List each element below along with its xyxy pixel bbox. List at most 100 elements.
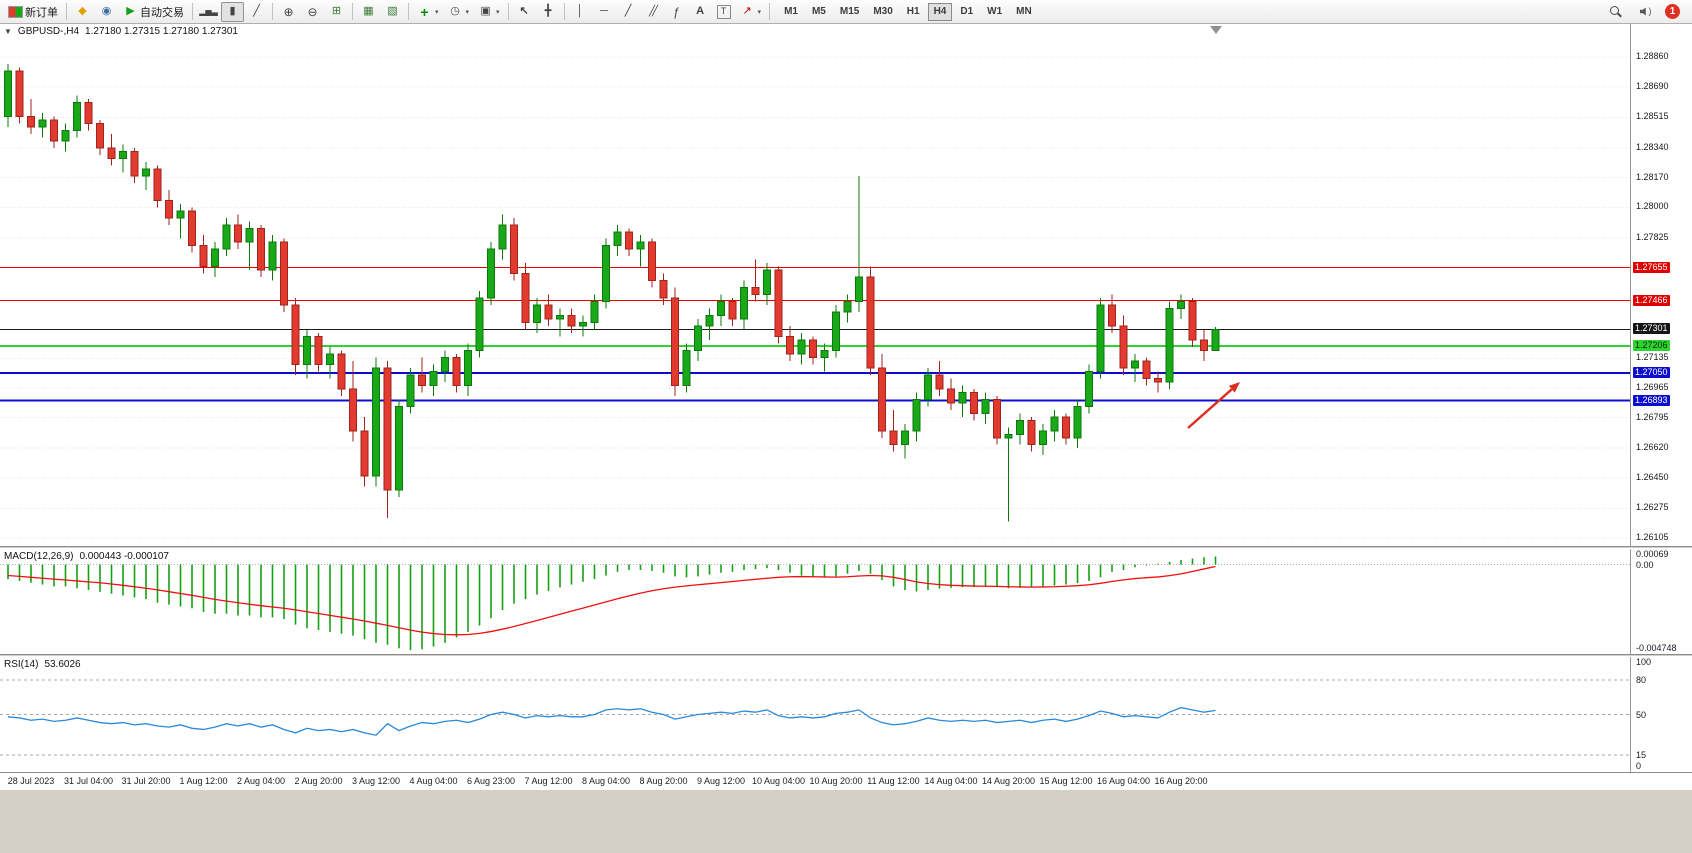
autotrading-button[interactable]: ▶ 自动交易 xyxy=(119,2,188,22)
toolbar-separator xyxy=(507,3,509,20)
channel-icon: ╱╱ xyxy=(649,5,658,17)
time-axis[interactable]: 28 Jul 2023 31 Jul 04:00 31 Jul 20:00 1 Aug… xyxy=(0,772,1692,790)
axis-label: 0 xyxy=(1636,761,1642,771)
axis-label: 100 xyxy=(1636,657,1652,667)
toolbar-separator xyxy=(769,3,771,20)
alerts-button[interactable] xyxy=(1634,2,1657,22)
axis-label: 1.26620 xyxy=(1636,442,1669,453)
timeframe-mn-button[interactable]: MN xyxy=(1010,3,1038,21)
tile-windows-button[interactable]: ⊞ xyxy=(325,2,348,22)
vline-icon: │ xyxy=(576,5,584,17)
time-axis-label: 31 Jul 20:00 xyxy=(121,776,171,786)
notification-badge[interactable]: 1 xyxy=(1665,4,1680,19)
zoom-in-icon: ⊕ xyxy=(283,4,294,19)
toolbar: 新订单 ◆ ◉ ▶ 自动交易 ▂▅▃ ▮ ╱ ⊕ ⊖ ⊞ ▦ ▧ + ▾ ◷ ▾ ▣ ▾ ↖ ╋ │ ─ ╱ ╱╱ ƒ A T ↗ ▾ M… xyxy=(0,0,1692,24)
rsi-value: 53.6026 xyxy=(44,659,81,670)
cascade-button[interactable]: ▧ xyxy=(381,2,404,22)
toolbar-separator xyxy=(408,3,409,20)
templates-button[interactable]: ▣ ▾ xyxy=(474,2,504,22)
axis-label: 1.27301 xyxy=(1633,323,1670,335)
time-axis-label: 9 Aug 12:00 xyxy=(696,776,746,786)
rsi-axis[interactable]: 100 80 50 15 0 xyxy=(1630,657,1692,772)
timeframe-m15-button[interactable]: M15 xyxy=(834,3,865,21)
timeframe-toolbar: M1 M5 M15 M30 H1 H4 D1 W1 MN xyxy=(777,2,1039,21)
dropdown-caret-icon: ▾ xyxy=(465,8,470,16)
zoom-out-button[interactable]: ⊖ xyxy=(301,2,324,22)
toolbar-separator xyxy=(272,3,273,20)
text-icon: A xyxy=(696,5,705,17)
macd-values: 0.000443 -0.000107 xyxy=(79,551,169,562)
chart-candles-button[interactable]: ▮ xyxy=(221,1,244,22)
axis-label: 1.26795 xyxy=(1636,411,1669,422)
time-axis-label: 2 Aug 04:00 xyxy=(236,776,286,786)
timeframe-d1-button[interactable]: D1 xyxy=(954,3,979,21)
axis-label: 1.26275 xyxy=(1636,502,1669,513)
time-axis-label: 4 Aug 04:00 xyxy=(409,776,458,786)
trendline-button[interactable]: ╱ xyxy=(617,2,640,22)
chart-bars-button[interactable]: ▂▅▃ xyxy=(197,2,220,22)
periods-button[interactable]: ◷ ▾ xyxy=(444,2,474,22)
axis-label: 1.27466 xyxy=(1633,294,1670,306)
axis-label: 1.28860 xyxy=(1636,51,1669,62)
time-axis-label: 6 Aug 23:00 xyxy=(466,776,516,786)
crosshair-button[interactable]: ╋ xyxy=(537,2,560,22)
fibonacci-button[interactable]: ƒ xyxy=(665,2,688,22)
axis-label: 1.27206 xyxy=(1633,339,1670,351)
toolbar-separator xyxy=(352,3,353,20)
collapse-arrow-icon[interactable]: ▼ xyxy=(4,27,12,36)
symbol-search-button[interactable] xyxy=(1605,2,1626,22)
label-icon: T xyxy=(716,4,731,19)
price-plot[interactable] xyxy=(0,24,1630,546)
autotrading-icon: ▶ xyxy=(126,5,135,17)
arrows-button[interactable]: ↗ ▾ xyxy=(736,2,766,22)
timeframe-h4-button[interactable]: H4 xyxy=(927,2,953,21)
macd-plot[interactable] xyxy=(0,549,1630,654)
macd-panel: 0.00069 0.00 -0.004748 MACD(12,26,9) 0.000… xyxy=(0,549,1692,654)
macd-label: MACD(12,26,9) 0.000443 -0.000107 xyxy=(4,551,169,562)
time-axis-label: 11 Aug 12:00 xyxy=(867,776,920,786)
time-axis-label: 15 Aug 12:00 xyxy=(1039,776,1093,786)
label-button[interactable]: T xyxy=(713,2,735,22)
timeframe-m30-button[interactable]: M30 xyxy=(867,3,898,21)
new-chart-button[interactable]: ◆ xyxy=(71,2,94,22)
chart-line-button[interactable]: ╱ xyxy=(245,2,268,22)
timeframe-h1-button[interactable]: H1 xyxy=(901,3,926,21)
auto-arrange-button[interactable]: ▦ xyxy=(357,2,380,22)
timeframe-m5-button[interactable]: M5 xyxy=(806,3,832,21)
panel-splitter[interactable] xyxy=(0,654,1692,657)
axis-label: 1.28170 xyxy=(1636,171,1669,182)
indicators-button[interactable]: + ▾ xyxy=(413,2,443,22)
axis-label: 1.28515 xyxy=(1636,111,1669,122)
dropdown-caret-icon: ▾ xyxy=(435,8,439,16)
hline-button[interactable]: ─ xyxy=(593,2,616,22)
new-order-button-label: 新订单 xyxy=(25,6,58,19)
rsi-panel: 100 80 50 15 0 RSI(14) 53.6026 xyxy=(0,657,1692,772)
timeframe-m1-button[interactable]: M1 xyxy=(778,3,804,21)
fibonacci-icon: ƒ xyxy=(672,4,680,19)
panel-splitter[interactable] xyxy=(0,546,1692,549)
new-order-button[interactable]: 新订单 xyxy=(4,2,62,22)
macd-axis[interactable]: 0.00069 0.00 -0.004748 xyxy=(1630,549,1692,654)
price-panel: 1.28860 1.28690 1.28515 1.28340 1.28170 1.280… xyxy=(0,24,1692,546)
toolbar-separator xyxy=(192,3,193,20)
vline-button[interactable]: │ xyxy=(569,2,592,22)
price-axis[interactable]: 1.28860 1.28690 1.28515 1.28340 1.28170 1.280… xyxy=(1630,24,1692,546)
chart-candles-icon: ▮ xyxy=(229,5,236,17)
zoom-in-button[interactable]: ⊕ xyxy=(277,2,300,22)
axis-label: 0.00069 xyxy=(1636,549,1669,559)
dropdown-caret-icon: ▾ xyxy=(496,8,500,16)
cursor-button[interactable]: ↖ xyxy=(513,2,536,22)
time-axis-label: 1 Aug 12:00 xyxy=(179,776,228,786)
axis-label: 0.00 xyxy=(1636,559,1654,570)
toolbar-separator xyxy=(563,3,565,20)
chart-ohlc-values: 1.27180 1.27315 1.27180 1.27301 xyxy=(85,26,238,37)
time-axis-label: 31 Jul 04:00 xyxy=(63,776,114,786)
time-axis-label: 10 Aug 20:00 xyxy=(809,776,863,786)
time-axis-label: 8 Aug 20:00 xyxy=(639,776,688,786)
profiles-button[interactable]: ◉ xyxy=(95,2,118,22)
timeframe-w1-button[interactable]: W1 xyxy=(981,3,1008,21)
time-axis-label: 7 Aug 12:00 xyxy=(524,776,573,786)
channel-button[interactable]: ╱╱ xyxy=(641,2,664,22)
text-button[interactable]: A xyxy=(689,2,712,22)
rsi-plot[interactable] xyxy=(0,657,1630,772)
